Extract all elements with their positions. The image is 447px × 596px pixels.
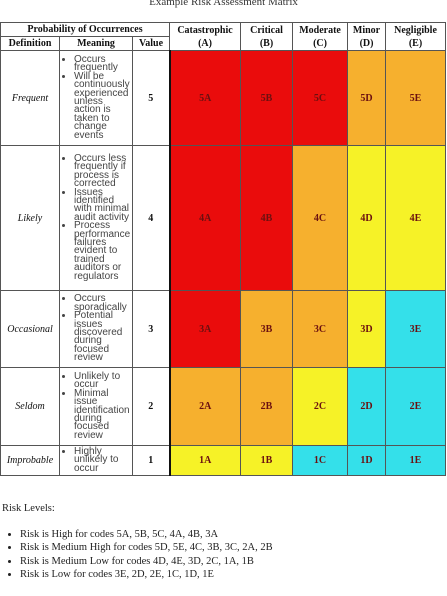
- risk-cell: 2E: [385, 367, 447, 446]
- risk-cell: 5D: [347, 50, 387, 146]
- row-value: 2: [131, 367, 171, 446]
- list-item: Unlikely to occur: [74, 371, 132, 389]
- risk-cell: 2A: [168, 367, 242, 446]
- list-item: Highly unlikely to occur: [74, 446, 132, 473]
- risk-cell: 4A: [168, 145, 242, 291]
- value-header: Value: [131, 36, 171, 51]
- risk-cell: 1E: [385, 445, 447, 476]
- table-row: Improbable Highly unlikely to occur 1 1A…: [0, 445, 447, 476]
- severity-col-a: Catastrophic (A): [169, 22, 242, 51]
- risk-cell: 4E: [385, 145, 447, 291]
- page-title: Example Risk Assessment Matrix: [149, 0, 298, 8]
- row-meaning: Unlikely to occur Minimal issue identifi…: [59, 367, 133, 446]
- risk-cell: 3B: [240, 290, 294, 368]
- row-value: 3: [131, 290, 171, 368]
- row-definition: Seldom: [0, 367, 60, 446]
- risk-cell: 2B: [240, 367, 294, 446]
- row-value: 1: [131, 445, 171, 476]
- list-item: Process performance failures evident to …: [74, 221, 132, 281]
- list-item: Risk is High for codes 5A, 5B, 5C, 4A, 4…: [20, 528, 273, 541]
- risk-levels-heading: Risk Levels:: [2, 503, 55, 514]
- severity-col-c: Moderate (C): [292, 22, 349, 51]
- row-definition: Frequent: [0, 50, 60, 146]
- meaning-header: Meaning: [59, 36, 133, 51]
- list-item: Occurs less frequently if process is cor…: [74, 154, 132, 189]
- table-row: Frequent Occurs frequently Will be conti…: [0, 50, 447, 146]
- list-item: Risk is Low for codes 3E, 2D, 2E, 1C, 1D…: [20, 568, 273, 581]
- list-item: Potential issues discovered during focus…: [74, 311, 132, 363]
- risk-cell: 3C: [292, 290, 349, 368]
- risk-cell: 5B: [240, 50, 294, 146]
- risk-cell: 1D: [347, 445, 387, 476]
- row-meaning: Occurs sporadically Potential issues dis…: [59, 290, 133, 368]
- list-item: Occurs sporadically: [74, 294, 132, 312]
- risk-cell: 4D: [347, 145, 387, 291]
- row-definition: Likely: [0, 145, 60, 291]
- risk-matrix-table: Probability of Occurrences Catastrophic(…: [0, 22, 447, 476]
- list-item: Risk is Medium High for codes 5D, 5E, 4C…: [20, 541, 273, 554]
- risk-cell: 1A: [168, 445, 242, 476]
- row-meaning: Highly unlikely to occur: [59, 445, 133, 476]
- table-row: Seldom Unlikely to occur Minimal issue i…: [0, 367, 447, 446]
- risk-cell: 3D: [347, 290, 387, 368]
- risk-cell: 5A: [168, 50, 242, 146]
- risk-cell: 1B: [240, 445, 294, 476]
- row-meaning: Occurs frequently Will be continuously e…: [59, 50, 133, 146]
- table-row: Likely Occurs less frequently if process…: [0, 145, 447, 291]
- risk-cell: 5E: [385, 50, 447, 146]
- row-value: 4: [131, 145, 171, 291]
- risk-cell: 2C: [292, 367, 349, 446]
- list-item: Risk is Medium Low for codes 4D, 4E, 3D,…: [20, 555, 273, 568]
- severity-col-e: Negligible (E): [385, 22, 447, 51]
- list-item: Minimal issue identification during focu…: [74, 388, 132, 440]
- table-row: Occasional Occurs sporadically Potential…: [0, 290, 447, 368]
- row-meaning: Occurs less frequently if process is cor…: [59, 145, 133, 291]
- risk-cell: 5C: [292, 50, 349, 146]
- severity-col-b: Critical (B): [240, 22, 294, 51]
- risk-levels-section: Risk Levels: Risk is High for codes 5A, …: [2, 503, 273, 581]
- risk-cell: 3A: [168, 290, 242, 368]
- risk-cell: 4C: [292, 145, 349, 291]
- list-item: Will be continuously experienced unless …: [74, 71, 132, 140]
- list-item: Occurs frequently: [74, 55, 132, 73]
- risk-cell: 2D: [347, 367, 387, 446]
- severity-col-d: Minor (D): [347, 22, 387, 51]
- row-definition: Improbable: [0, 445, 60, 476]
- risk-cell: 3E: [385, 290, 447, 368]
- row-value: 5: [131, 50, 171, 146]
- probability-header: Probability of Occurrences: [0, 22, 171, 37]
- risk-cell: 1C: [292, 445, 349, 476]
- list-item: Issues identified with minimal audit act…: [74, 187, 132, 222]
- risk-cell: 4B: [240, 145, 294, 291]
- definition-header: Definition: [0, 36, 60, 51]
- risk-levels-list: Risk is High for codes 5A, 5B, 5C, 4A, 4…: [2, 528, 273, 581]
- row-definition: Occasional: [0, 290, 60, 368]
